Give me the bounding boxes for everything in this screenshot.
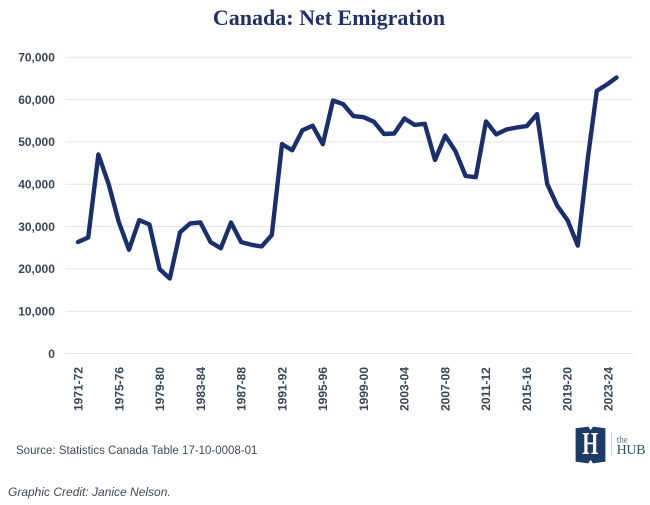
svg-text:Graphic Credit: Janice Nelson.: Graphic Credit: Janice Nelson. [8, 485, 171, 499]
svg-text:60,000: 60,000 [18, 93, 55, 107]
svg-text:1999-00: 1999-00 [357, 367, 371, 411]
svg-text:1983-84: 1983-84 [194, 367, 208, 411]
svg-text:0: 0 [48, 347, 55, 361]
svg-text:2023-24: 2023-24 [602, 367, 616, 411]
svg-text:1991-92: 1991-92 [275, 367, 289, 411]
svg-text:1979-80: 1979-80 [153, 367, 167, 411]
svg-text:20,000: 20,000 [18, 262, 55, 276]
svg-text:2011-12: 2011-12 [479, 367, 493, 411]
svg-text:Canada: Net Emigration: Canada: Net Emigration [213, 5, 445, 30]
svg-text:70,000: 70,000 [18, 51, 55, 65]
svg-text:1971-72: 1971-72 [72, 367, 86, 411]
svg-text:1987-88: 1987-88 [235, 367, 249, 411]
svg-text:H: H [582, 425, 598, 461]
svg-text:50,000: 50,000 [18, 135, 55, 149]
svg-text:2015-16: 2015-16 [520, 367, 534, 411]
svg-text:the: the [617, 435, 628, 445]
svg-text:40,000: 40,000 [18, 178, 55, 192]
svg-text:2003-04: 2003-04 [398, 367, 412, 411]
svg-text:1975-76: 1975-76 [112, 367, 126, 411]
svg-text:1995-96: 1995-96 [316, 367, 330, 411]
svg-text:30,000: 30,000 [18, 220, 55, 234]
svg-text:Source: Statistics Canada Tabl: Source: Statistics Canada Table 17-10-00… [16, 445, 257, 457]
svg-text:HUB: HUB [617, 443, 646, 458]
svg-text:2007-08: 2007-08 [439, 367, 453, 411]
svg-text:2019-20: 2019-20 [561, 367, 575, 411]
svg-text:10,000: 10,000 [18, 305, 55, 319]
